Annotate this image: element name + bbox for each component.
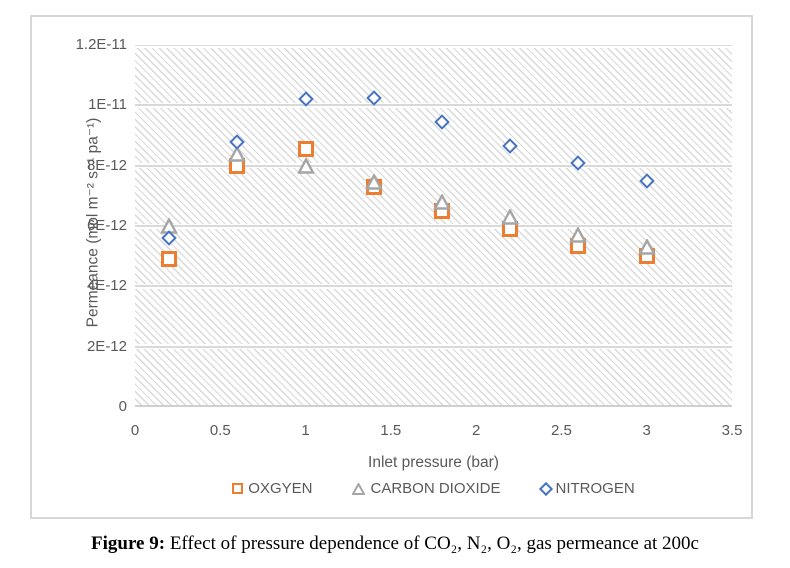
x-tick-label: 0: [130, 422, 140, 439]
x-axis-title: Inlet pressure (bar): [368, 454, 499, 471]
y-tick-label: 8E-12: [86, 156, 127, 174]
x-tick-label: 2: [471, 422, 481, 439]
data-point-carbon-dioxide: [297, 157, 315, 174]
x-tick-label: 0.5: [209, 422, 231, 439]
x-tick-label: 3: [642, 422, 651, 439]
data-point-carbon-dioxide: [501, 208, 519, 225]
plot-area: [135, 45, 732, 407]
y-tick-label: 1E-11: [88, 96, 127, 114]
data-point-carbon-dioxide: [569, 227, 587, 243]
data-point-nitrogen: [638, 172, 655, 189]
gridline: [135, 45, 732, 48]
triangle-marker-icon: [352, 482, 366, 495]
data-point-carbon-dioxide: [638, 239, 656, 255]
square-marker-icon: [232, 483, 244, 494]
y-tick-label: 4E-12: [86, 277, 127, 295]
x-axis-line: [135, 405, 732, 407]
y-tick-label: 2E-12: [86, 337, 127, 355]
data-point-nitrogen: [502, 138, 519, 154]
y-tick-label: 6E-12: [86, 217, 127, 234]
diamond-marker-icon: [538, 481, 553, 496]
x-tick-label: 3.5: [721, 422, 743, 439]
x-tick-label: 1.5: [380, 422, 402, 439]
figure-caption-prefix: Figure 9:: [91, 533, 166, 554]
figure-caption-text: Effect of pressure dependence of CO₂, N₂…: [165, 533, 699, 554]
legend-item-nitrogen: NITROGEN: [538, 480, 635, 497]
legend-item-carbon-dioxide: CARBON DIOXIDE: [352, 480, 501, 497]
legend-label-oxygen: OXGYEN: [248, 480, 313, 497]
figure-caption: Figure 9: Effect of pressure dependence …: [0, 533, 790, 555]
y-tick-label: 1.2E-11: [75, 36, 127, 53]
y-tick-label: 0: [118, 398, 127, 415]
gridline: [135, 102, 732, 108]
data-point-nitrogen: [434, 114, 450, 130]
gridline: [135, 283, 732, 289]
gridline: [135, 344, 732, 350]
data-point-oxgyen: [297, 141, 314, 158]
x-tick-label: 1: [301, 422, 310, 439]
data-point-carbon-dioxide: [365, 174, 383, 190]
data-point-carbon-dioxide: [433, 193, 451, 210]
chart-container: Permeance (mol m⁻² s⁻¹ pa⁻¹) 0 2E-12 4E-12…: [30, 15, 753, 519]
legend-label-nitrogen: NITROGEN: [555, 480, 635, 497]
data-point-oxgyen: [161, 251, 178, 268]
legend: OXGYEN CARBON DIOXIDE NITROGEN: [135, 480, 732, 497]
x-tick-label: 2.5: [550, 422, 572, 439]
data-point-carbon-dioxide: [228, 145, 246, 162]
legend-item-oxygen: OXGYEN: [232, 480, 312, 497]
legend-label-carbon-dioxide: CARBON DIOXIDE: [370, 480, 501, 497]
gridline: [135, 163, 732, 169]
gridline: [135, 223, 732, 229]
